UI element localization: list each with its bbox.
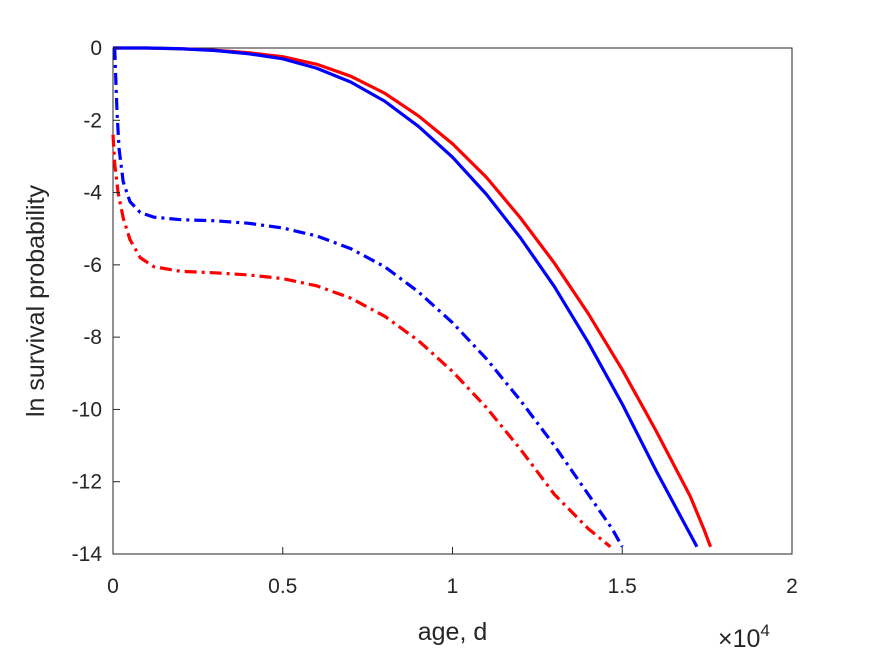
y-tick-label: -6 [83, 254, 102, 277]
y-tick-label: -2 [83, 109, 102, 132]
y-tick-label: -10 [72, 398, 102, 421]
series-line-2-blue-solid [113, 46, 699, 548]
y-tick-label: -8 [83, 326, 102, 349]
y-tick-label: 0 [90, 37, 102, 60]
x-tick-label: 0 [107, 575, 119, 598]
ticks-layer: 0 0.5 1 1.5 2 0 -2 -4 -6 -8 -10 -12 -14 [72, 37, 798, 598]
y-axis-label: ln survival probability [22, 184, 50, 417]
x-tick-label: 1.5 [608, 575, 637, 598]
series-layer [111, 46, 713, 549]
plot-area [112, 47, 793, 555]
x-tick-label: 1 [447, 575, 459, 598]
x-tick-label: 2 [786, 575, 798, 598]
y-tick-label: -12 [72, 471, 102, 494]
series-line-4-red-dashdot [111, 134, 612, 549]
series-line-3-blue-dashdot [113, 47, 624, 548]
x-axis-multiplier: ×104 [718, 621, 770, 653]
x-axis-label: age, d [418, 618, 488, 646]
x-tick-label: 0.5 [268, 575, 297, 598]
y-tick-label: -4 [83, 182, 102, 205]
y-tick-label: -14 [72, 543, 103, 566]
